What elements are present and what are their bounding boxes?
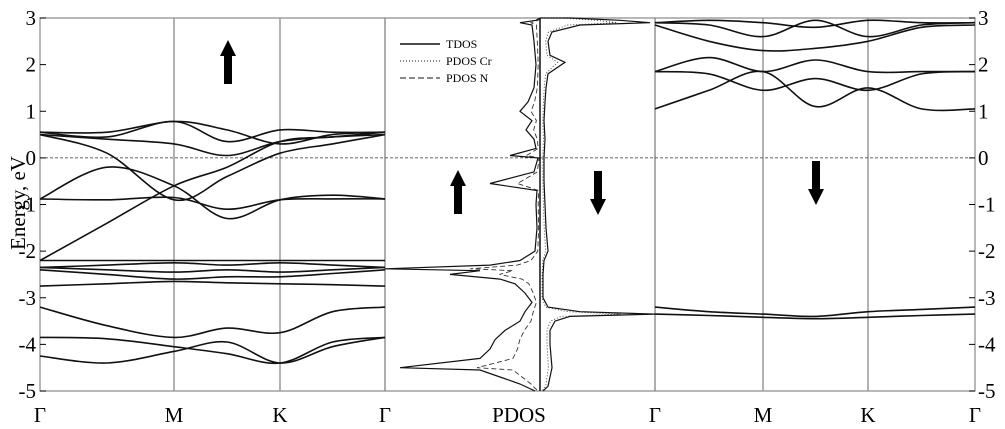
kpoint-label: Γ [649, 403, 661, 427]
y-tick-label-right: 0 [978, 146, 989, 170]
spin-down-arrow-band [808, 161, 824, 205]
y-tick-label-right: 1 [978, 99, 989, 123]
band-up-2 [39, 336, 386, 365]
band-up-14 [39, 120, 386, 145]
band-up-11 [39, 166, 386, 220]
band-down-7 [654, 19, 976, 38]
band-up-9 [39, 131, 386, 262]
band-up-4 [39, 280, 386, 287]
kpoint-label: M [754, 403, 773, 427]
band-down-6 [654, 24, 976, 52]
panel-frame-3 [654, 17, 976, 392]
pdos-cr-spin-down [540, 17, 621, 392]
band-up-10 [39, 196, 386, 211]
pdos-legend: TDOS PDOS Cr PDOS N [400, 37, 492, 85]
legend-label-2: PDOS Cr [446, 54, 492, 68]
y-tick-label-right: -1 [978, 193, 996, 217]
y-tick-label-right: 3 [978, 6, 989, 30]
y-tick-label-left: -2 [19, 239, 37, 263]
y-tick-label-left: -1 [19, 193, 37, 217]
y-tick-label-right: -4 [978, 332, 996, 356]
band-down-4 [654, 70, 976, 92]
kpoint-label: Γ [969, 403, 981, 427]
y-tick-label-left: -3 [19, 286, 37, 310]
y-tick-label-left: 0 [26, 146, 37, 170]
panel-frame-1 [39, 17, 386, 392]
panel-frames [39, 17, 976, 392]
y-tick-label-right: -2 [978, 239, 996, 263]
y-tick-label-right: -5 [978, 379, 996, 403]
band-up-3 [39, 306, 386, 339]
band-up-13 [39, 133, 386, 157]
pdos-axis-label: PDOS [492, 403, 546, 427]
band-up-15 [39, 120, 386, 143]
y-tick-label-left: -5 [19, 379, 37, 403]
spin-down-arrow-pdos [590, 171, 606, 215]
band-down-5 [654, 56, 975, 74]
kpoint-label: Γ [34, 403, 46, 427]
kpoint-label: Γ [379, 403, 391, 427]
y-tick-label-right: 2 [978, 53, 989, 77]
panel-frame-2 [384, 17, 656, 392]
y-axis-title: Energy, eV [6, 156, 30, 250]
y-tick-label-left: -4 [19, 332, 37, 356]
tdos-spin-down [540, 17, 656, 392]
kpoint-label: K [860, 403, 875, 427]
band-up-7 [39, 261, 386, 269]
y-tick-label-left: 2 [26, 53, 37, 77]
spin-up-arrow-band [220, 40, 236, 84]
band-down-3 [654, 70, 976, 112]
data-layer [39, 17, 976, 392]
band-up-6 [39, 266, 386, 273]
band-down-1 [654, 313, 976, 320]
pdos-n-spin-up [470, 17, 541, 392]
y-tick-label-right: -3 [978, 286, 996, 310]
kpoint-label: M [165, 403, 184, 427]
band-down-8 [654, 19, 976, 29]
legend-label-3: PDOS N [446, 71, 489, 85]
legend-label-1: TDOS [446, 37, 477, 51]
band-up-12 [39, 133, 386, 202]
y-tick-label-left: 3 [26, 6, 37, 30]
spin-up-arrow-pdos [450, 170, 466, 214]
band-up-5 [39, 269, 386, 280]
band-down-2 [654, 306, 976, 318]
text-layer: Energy, eV PDOS 3 3 2 2 1 1 0 0 -1 -1 -2 -2 -3 -3 -4 -4… [6, 6, 996, 427]
kpoint-label: K [272, 403, 287, 427]
band-up-1 [39, 336, 386, 364]
y-tick-label-left: 1 [26, 99, 37, 123]
tdos-spin-up [384, 17, 541, 392]
